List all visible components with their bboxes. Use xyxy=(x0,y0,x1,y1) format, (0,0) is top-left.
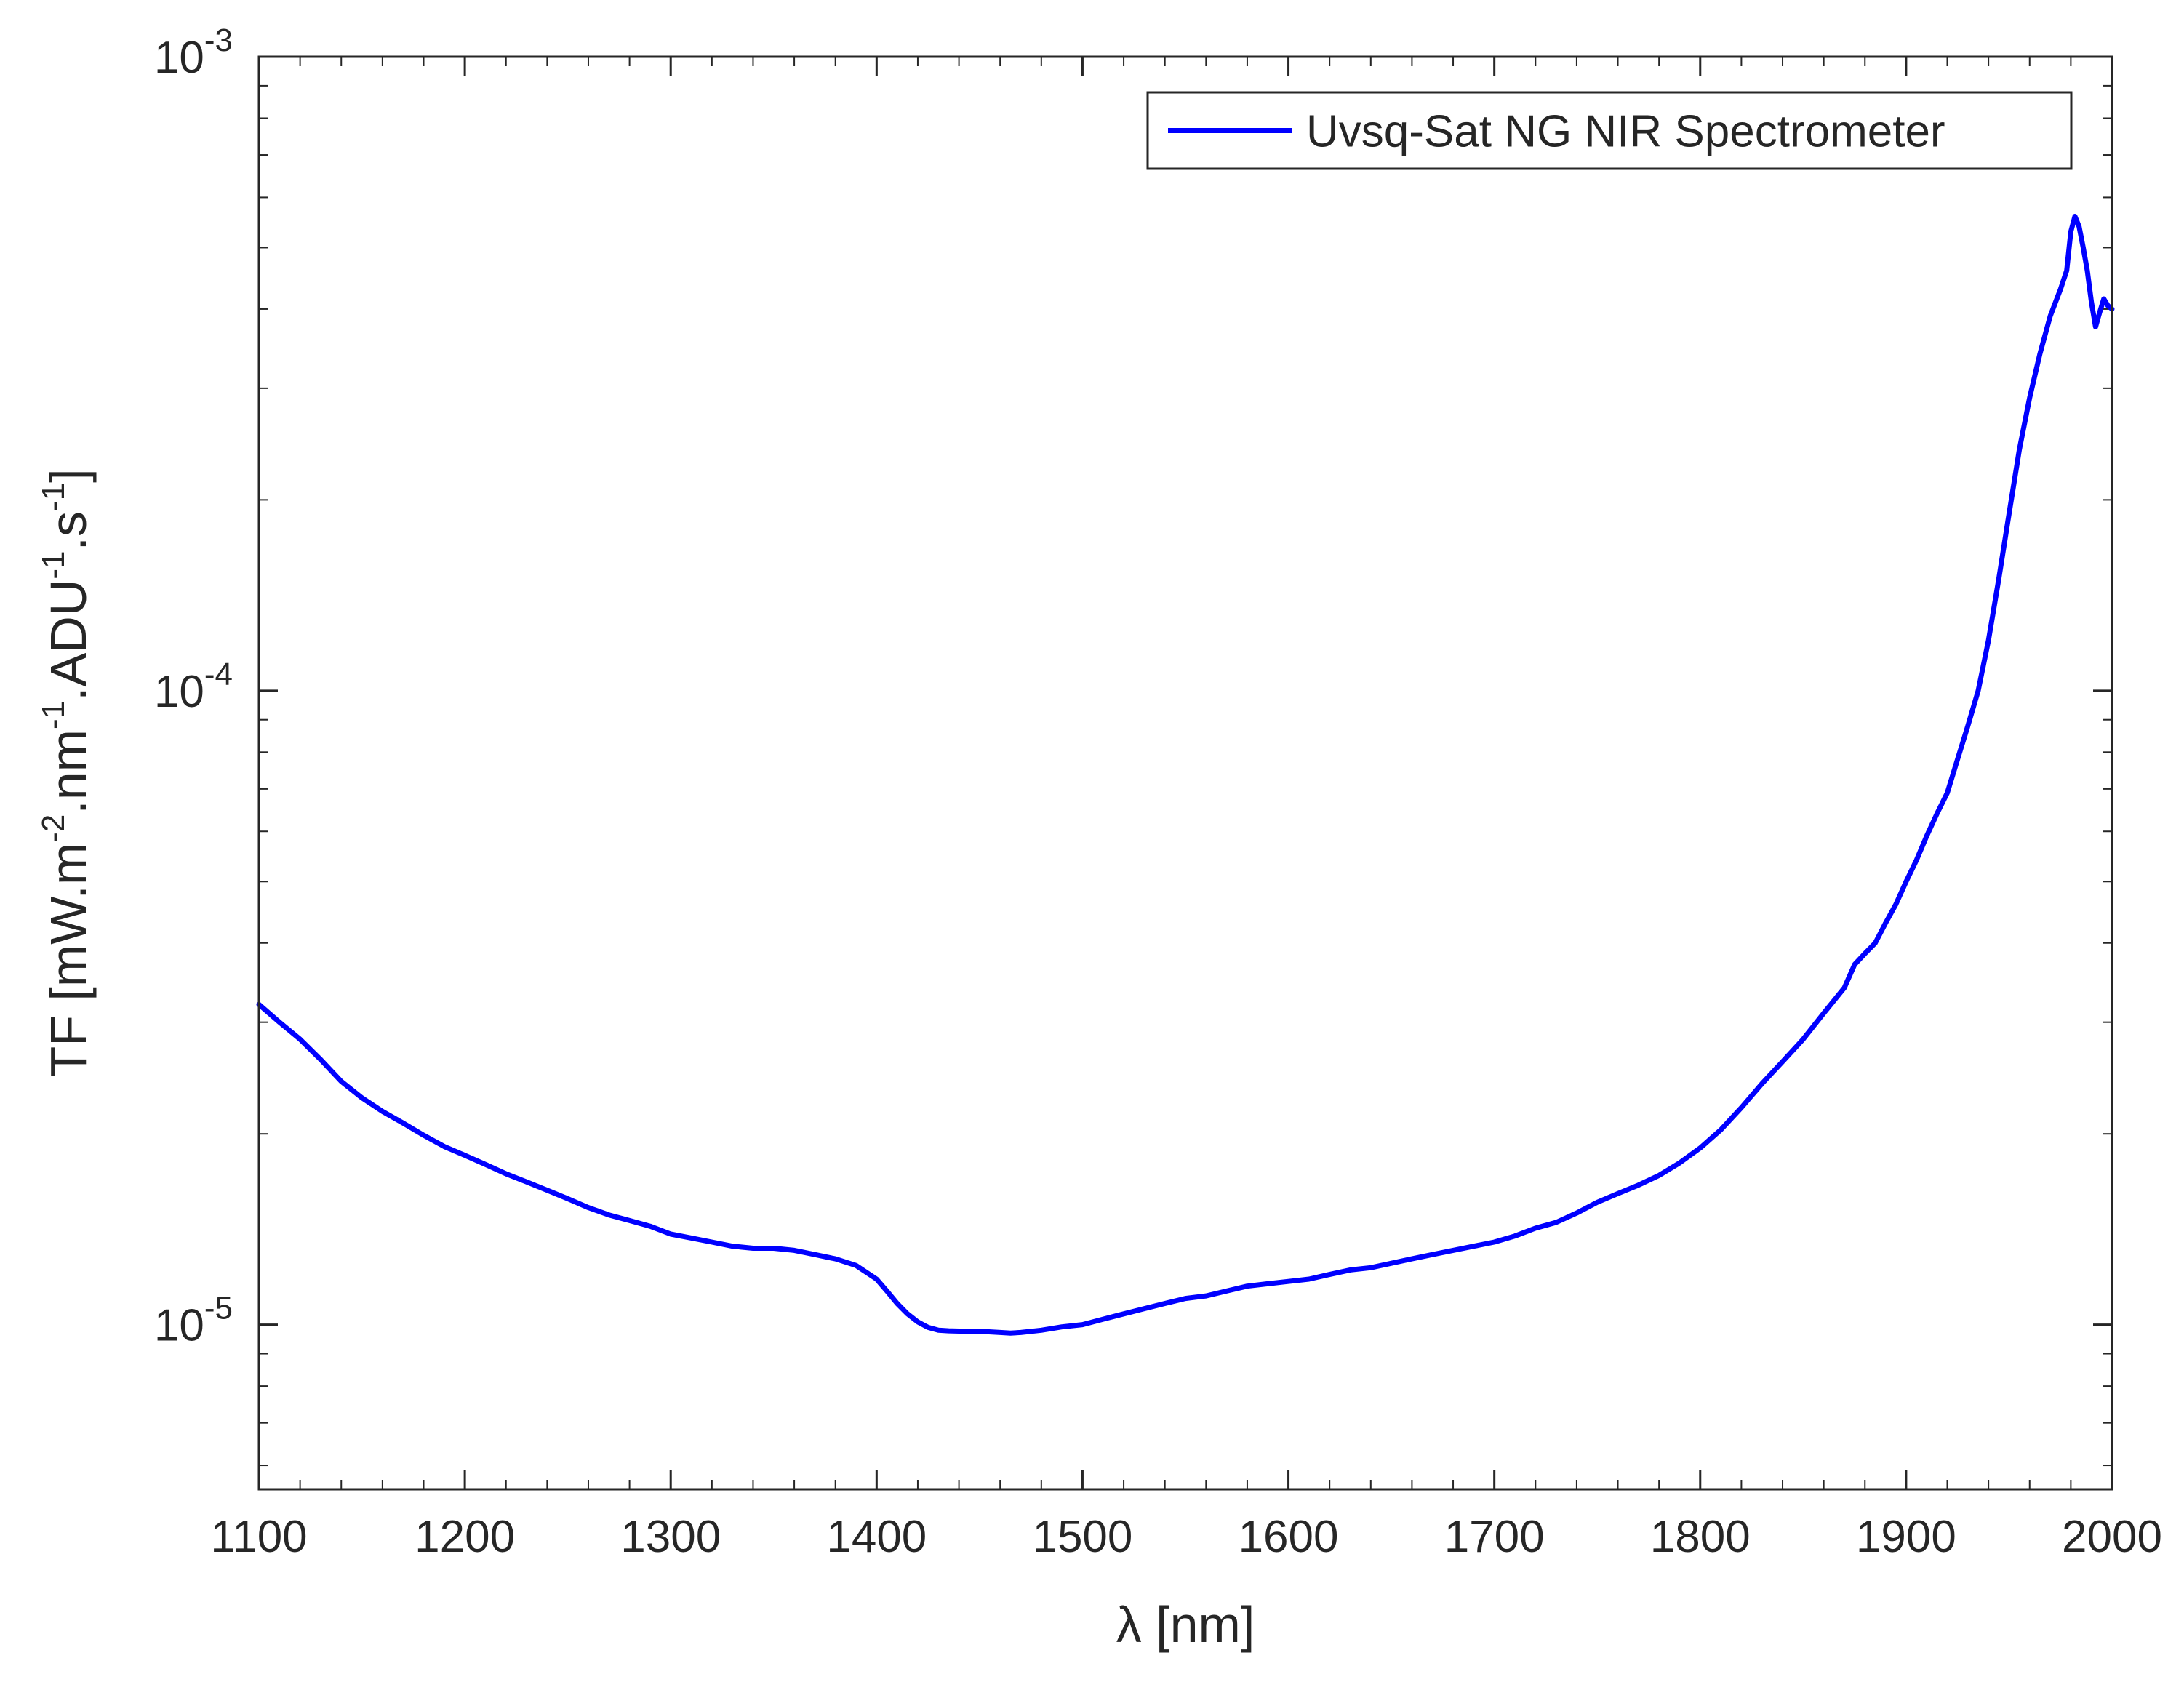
x-tick-label: 1300 xyxy=(620,1512,721,1562)
x-tick-label: 1100 xyxy=(210,1512,307,1562)
series-layer xyxy=(256,214,2115,1336)
x-axis-title: λ [nm] xyxy=(1116,1596,1255,1653)
legend: Uvsq-Sat NG NIR Spectrometer xyxy=(1146,91,2073,170)
x-tick-label: 2000 xyxy=(2062,1512,2162,1562)
x-axis: 1100 1200 1300 1400 1500 1600 1700 1800 1900 2000 xyxy=(210,57,2162,1562)
series-line-0 xyxy=(256,214,2115,1336)
x-tick-label: 1400 xyxy=(826,1512,927,1562)
x-tick-label: 1800 xyxy=(1650,1512,1751,1562)
y-axis: 10-5 10-4 10-3 xyxy=(154,23,2112,1467)
y-tick-label: 10-3 xyxy=(154,23,233,83)
x-tick-label: 1200 xyxy=(415,1512,515,1562)
y-tick-label: 10-4 xyxy=(154,657,233,717)
x-tick-label: 1600 xyxy=(1239,1512,1339,1562)
y-tick-label: 10-5 xyxy=(154,1291,233,1351)
x-tick-label: 1900 xyxy=(1856,1512,1956,1562)
legend-label: Uvsq-Sat NG NIR Spectrometer xyxy=(1306,107,1945,157)
axes-box xyxy=(257,55,2113,1491)
y-axis-title: TF [mW.m-2.nm-1.ADU-1.s-1] xyxy=(36,468,97,1077)
x-tick-label: 1700 xyxy=(1444,1512,1545,1562)
legend-box xyxy=(1146,91,2073,170)
x-tick-label: 1500 xyxy=(1032,1512,1132,1562)
